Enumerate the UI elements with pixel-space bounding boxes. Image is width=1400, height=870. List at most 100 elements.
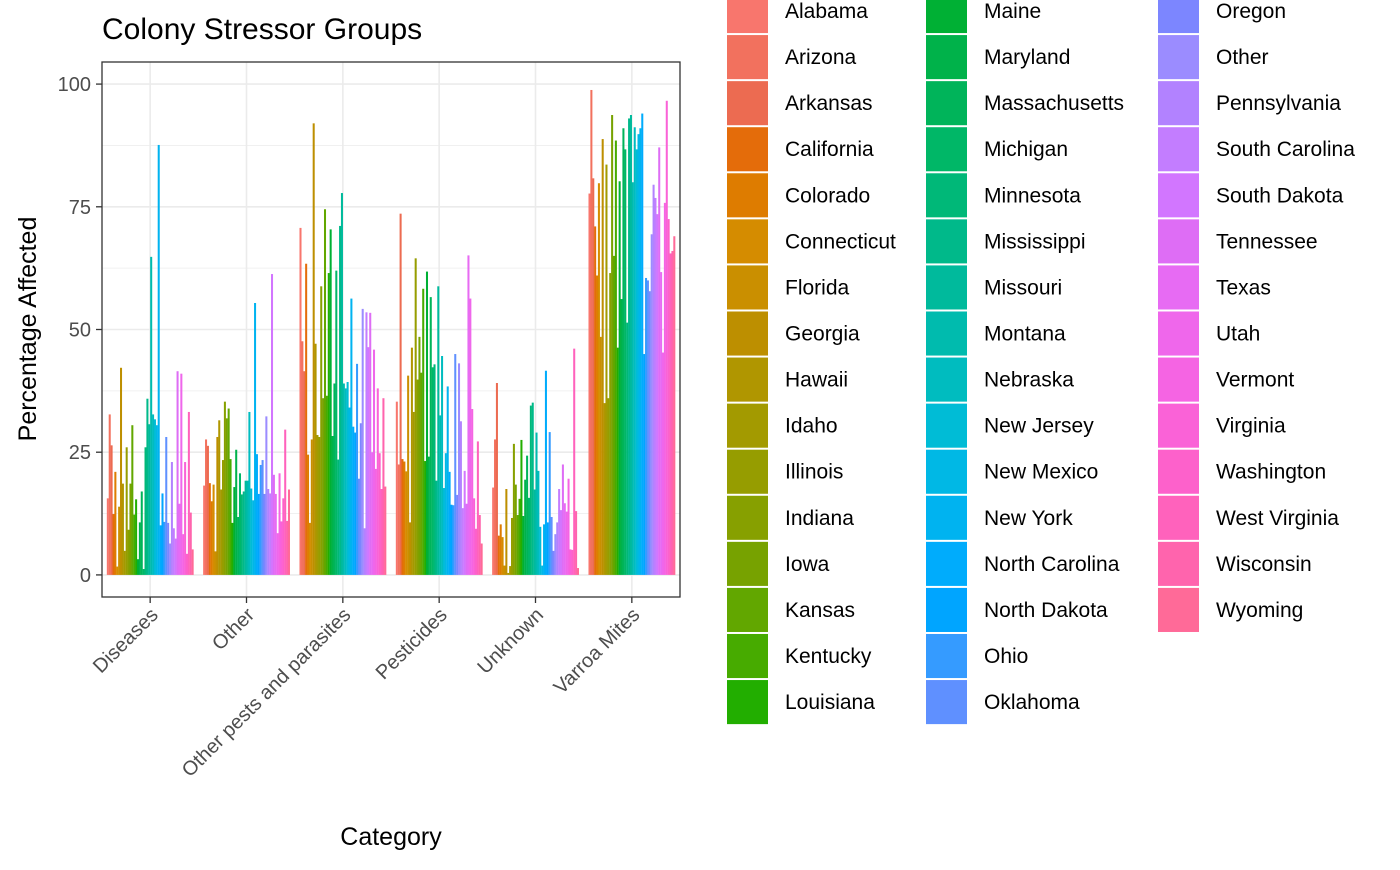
bar <box>635 149 638 575</box>
legend-item: North Dakota <box>926 587 1108 632</box>
legend-item: Montana <box>926 311 1066 356</box>
legend-item: New York <box>926 495 1073 540</box>
bar <box>554 534 557 575</box>
bar <box>229 459 232 575</box>
legend-item: Florida <box>727 265 850 310</box>
legend-item: Louisiana <box>727 680 875 725</box>
bar <box>165 436 168 575</box>
bar <box>225 418 228 575</box>
legend-label: Washington <box>1216 461 1326 484</box>
bar <box>669 253 672 575</box>
bar <box>660 272 663 575</box>
bar <box>456 494 459 575</box>
legend-key <box>926 173 967 218</box>
bar <box>425 271 429 575</box>
bar <box>327 273 330 575</box>
bar <box>138 522 141 575</box>
legend-item: New Mexico <box>926 449 1098 494</box>
bar <box>325 395 328 575</box>
bar <box>499 524 502 575</box>
bar <box>267 489 270 575</box>
bar <box>563 503 566 575</box>
bar <box>590 89 593 575</box>
bar <box>527 497 530 575</box>
bar <box>301 341 304 575</box>
legend-item: Indiana <box>727 495 854 540</box>
y-tick-label: 50 <box>69 320 91 342</box>
bar <box>537 470 540 575</box>
legend-item: South Dakota <box>1158 173 1344 218</box>
bar <box>359 423 362 575</box>
bar <box>205 439 208 575</box>
legend-key <box>926 495 967 540</box>
legend-key <box>1158 265 1199 310</box>
bar <box>133 514 136 575</box>
bar <box>524 479 527 575</box>
bar <box>178 503 181 575</box>
bar <box>278 473 281 575</box>
bar <box>159 525 162 575</box>
bar <box>412 411 415 575</box>
bar <box>363 528 366 575</box>
bar <box>216 436 219 575</box>
bar <box>320 286 323 575</box>
bar <box>516 515 519 575</box>
bar <box>629 115 632 575</box>
bar <box>380 489 383 575</box>
y-axis: 0 25 50 75 100 <box>58 74 102 587</box>
bar <box>307 454 310 575</box>
legend-key <box>926 633 967 679</box>
legend-label: South Carolina <box>1216 138 1355 161</box>
bar <box>599 336 602 575</box>
legend-label: Texas <box>1216 276 1271 299</box>
legend-key <box>727 173 768 218</box>
legend-key <box>727 587 768 632</box>
bar <box>191 549 194 575</box>
legend-key <box>926 680 967 725</box>
bar <box>352 426 355 575</box>
bar <box>206 445 209 575</box>
legend-key <box>926 357 967 402</box>
bar <box>248 411 251 575</box>
bar <box>643 354 646 575</box>
bar <box>221 460 225 575</box>
bar <box>492 487 495 575</box>
y-tick-label: 100 <box>58 74 91 96</box>
legend-key <box>1158 81 1199 126</box>
bar <box>637 134 640 575</box>
bar <box>648 291 651 575</box>
bar <box>588 193 591 575</box>
bar <box>123 550 126 575</box>
legend-key <box>1158 0 1199 34</box>
bar <box>322 398 325 575</box>
legend-label: Arkansas <box>785 92 873 115</box>
legend-label: Hawaii <box>785 369 848 392</box>
bar <box>187 411 190 575</box>
legend-label: Georgia <box>785 322 860 345</box>
bar <box>233 487 236 575</box>
bar <box>429 297 432 575</box>
legend-item: Other <box>1158 35 1269 80</box>
bar <box>414 258 417 575</box>
legend-key <box>926 35 967 80</box>
bar <box>131 425 134 575</box>
bar <box>546 522 549 575</box>
bar <box>401 459 404 575</box>
bar <box>620 299 623 575</box>
legend-key <box>1158 449 1199 494</box>
bar <box>252 500 255 575</box>
legend-key <box>727 403 768 448</box>
bar <box>384 486 387 575</box>
bar <box>254 302 257 575</box>
legend-label: Idaho <box>785 415 838 438</box>
bar <box>503 565 506 575</box>
bar <box>474 528 478 575</box>
bar <box>346 382 349 575</box>
legend-item: Kansas <box>727 587 855 632</box>
legend-label: Missouri <box>984 276 1062 299</box>
bar <box>231 522 234 575</box>
bar <box>136 559 140 575</box>
y-tick-label: 0 <box>80 565 91 587</box>
legend-key <box>1158 219 1199 264</box>
legend-key <box>1158 311 1199 356</box>
